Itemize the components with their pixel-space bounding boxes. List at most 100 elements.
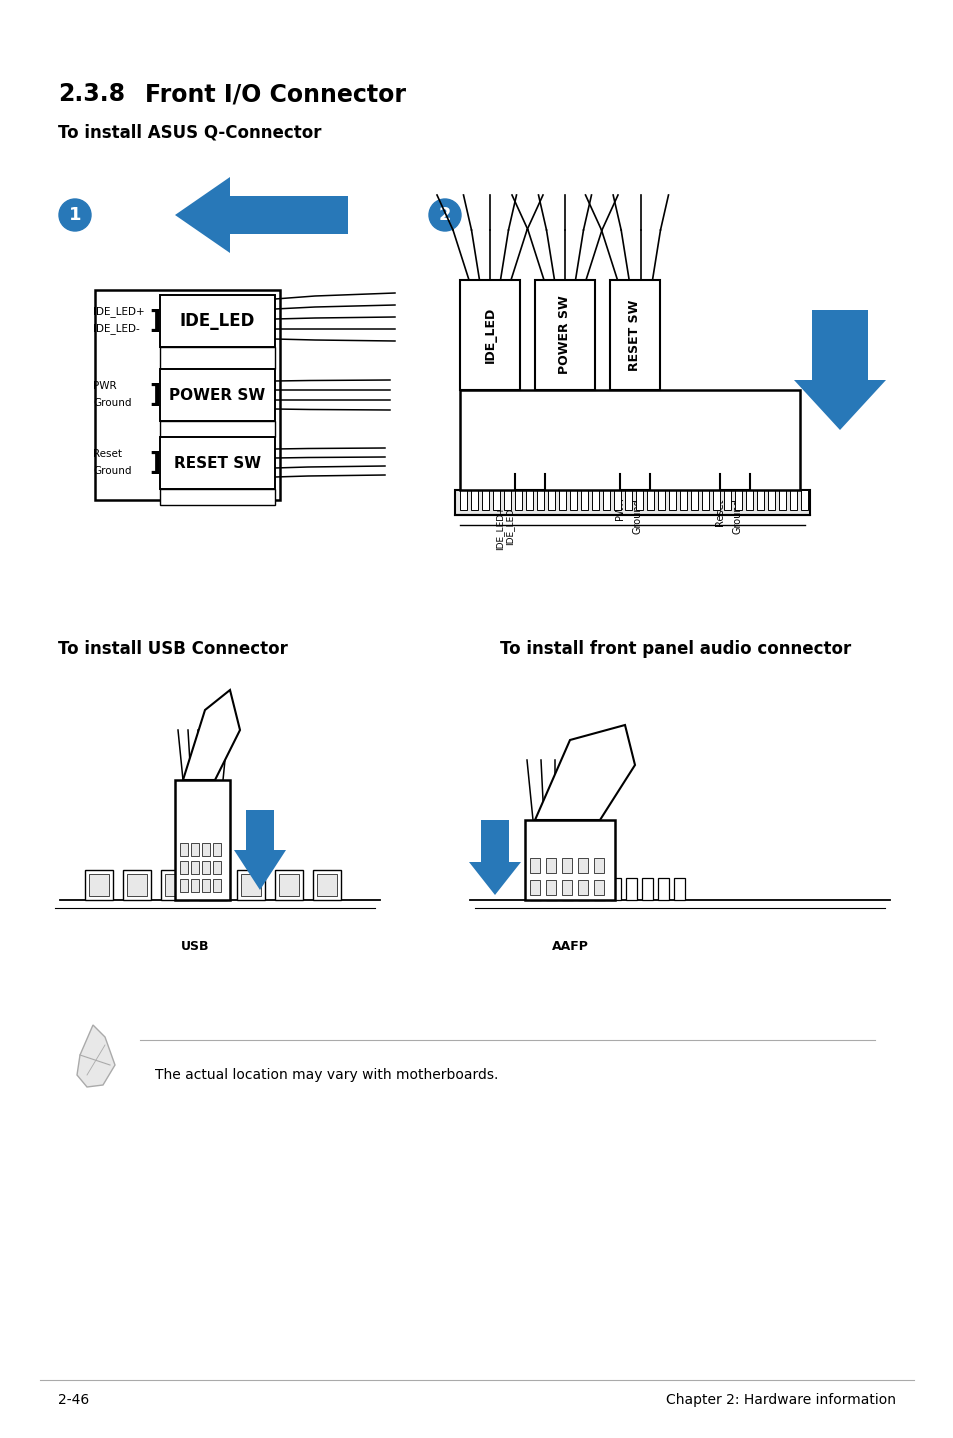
Bar — [123, 870, 151, 900]
Bar — [580, 490, 587, 510]
Bar — [515, 490, 521, 510]
Text: POWER SW: POWER SW — [170, 387, 265, 403]
Bar — [625, 879, 637, 900]
Bar — [723, 490, 730, 510]
Text: Reset: Reset — [92, 449, 122, 459]
Bar — [459, 390, 800, 490]
Text: To install front panel audio connector: To install front panel audio connector — [499, 640, 850, 659]
Polygon shape — [535, 725, 635, 820]
Text: IDE_LED+: IDE_LED+ — [495, 505, 504, 549]
Bar — [537, 490, 543, 510]
Text: IDE_LED-: IDE_LED- — [505, 505, 514, 545]
Polygon shape — [174, 177, 348, 253]
Bar — [493, 490, 499, 510]
Bar — [734, 490, 741, 510]
Bar — [624, 490, 631, 510]
Bar — [545, 879, 557, 900]
Text: 2: 2 — [438, 206, 451, 224]
Text: Reset: Reset — [714, 498, 724, 525]
Bar — [779, 490, 785, 510]
Text: The actual location may vary with motherboards.: The actual location may vary with mother… — [154, 1068, 497, 1081]
Text: IDE_LED-: IDE_LED- — [92, 324, 139, 334]
Bar — [801, 490, 807, 510]
Text: 1: 1 — [69, 206, 81, 224]
Bar — [594, 879, 604, 900]
Polygon shape — [793, 311, 885, 430]
Bar — [545, 880, 556, 894]
Bar — [161, 870, 189, 900]
Bar — [530, 879, 540, 900]
Bar — [561, 879, 573, 900]
Bar — [95, 290, 280, 500]
Bar — [313, 870, 340, 900]
Bar — [316, 874, 336, 896]
Bar — [690, 490, 698, 510]
Bar — [602, 490, 609, 510]
Bar — [609, 280, 659, 390]
Bar — [578, 858, 587, 873]
Text: AAFP: AAFP — [551, 940, 588, 953]
Text: RESET SW: RESET SW — [628, 299, 640, 371]
Bar — [525, 490, 533, 510]
Bar — [180, 843, 188, 856]
Bar — [673, 879, 684, 900]
Text: 2-46: 2-46 — [58, 1393, 90, 1406]
Bar — [569, 490, 577, 510]
Text: To install USB Connector: To install USB Connector — [58, 640, 288, 659]
Bar — [160, 370, 274, 421]
Polygon shape — [183, 690, 240, 779]
Polygon shape — [469, 820, 520, 894]
Circle shape — [429, 198, 460, 232]
Bar — [503, 490, 511, 510]
Text: Chapter 2: Hardware information: Chapter 2: Hardware information — [665, 1393, 895, 1406]
Bar — [789, 490, 796, 510]
Text: IDE_LED: IDE_LED — [179, 312, 254, 329]
Bar — [745, 490, 752, 510]
Bar — [165, 874, 185, 896]
Bar — [609, 879, 620, 900]
Bar — [592, 490, 598, 510]
Text: RESET SW: RESET SW — [173, 456, 261, 470]
Bar — [530, 880, 539, 894]
Text: 2.3.8: 2.3.8 — [58, 82, 125, 106]
Bar — [712, 490, 720, 510]
Bar — [160, 437, 274, 489]
Bar — [213, 861, 221, 874]
Text: Ground: Ground — [92, 398, 132, 408]
Bar — [558, 490, 565, 510]
Bar — [160, 489, 274, 505]
Bar — [767, 490, 774, 510]
Text: PWR: PWR — [615, 498, 624, 521]
Bar — [241, 874, 261, 896]
Text: To install ASUS Q-Connector: To install ASUS Q-Connector — [58, 124, 321, 141]
Bar — [459, 280, 519, 390]
Text: Ground: Ground — [92, 466, 132, 476]
Text: IDE_LED: IDE_LED — [483, 306, 496, 364]
Polygon shape — [233, 810, 286, 890]
Bar — [202, 861, 210, 874]
Bar — [236, 870, 265, 900]
Text: PWR: PWR — [92, 381, 116, 391]
Bar — [191, 861, 199, 874]
Bar — [545, 858, 556, 873]
Bar — [547, 490, 555, 510]
Text: USB: USB — [180, 940, 209, 953]
Bar — [274, 870, 303, 900]
Text: ]: ] — [150, 309, 160, 334]
Text: ]: ] — [150, 383, 160, 407]
Text: POWER SW: POWER SW — [558, 296, 571, 374]
Bar — [278, 874, 298, 896]
Bar — [646, 490, 654, 510]
Bar — [213, 879, 221, 892]
Bar — [160, 421, 274, 437]
Bar — [561, 858, 572, 873]
Text: ]: ] — [150, 452, 160, 475]
Text: IDE_LED+: IDE_LED+ — [92, 306, 145, 318]
Bar — [658, 879, 668, 900]
Bar — [668, 490, 676, 510]
Bar — [594, 858, 603, 873]
Bar — [203, 874, 223, 896]
Bar — [85, 870, 112, 900]
Bar — [202, 879, 210, 892]
Bar — [89, 874, 109, 896]
